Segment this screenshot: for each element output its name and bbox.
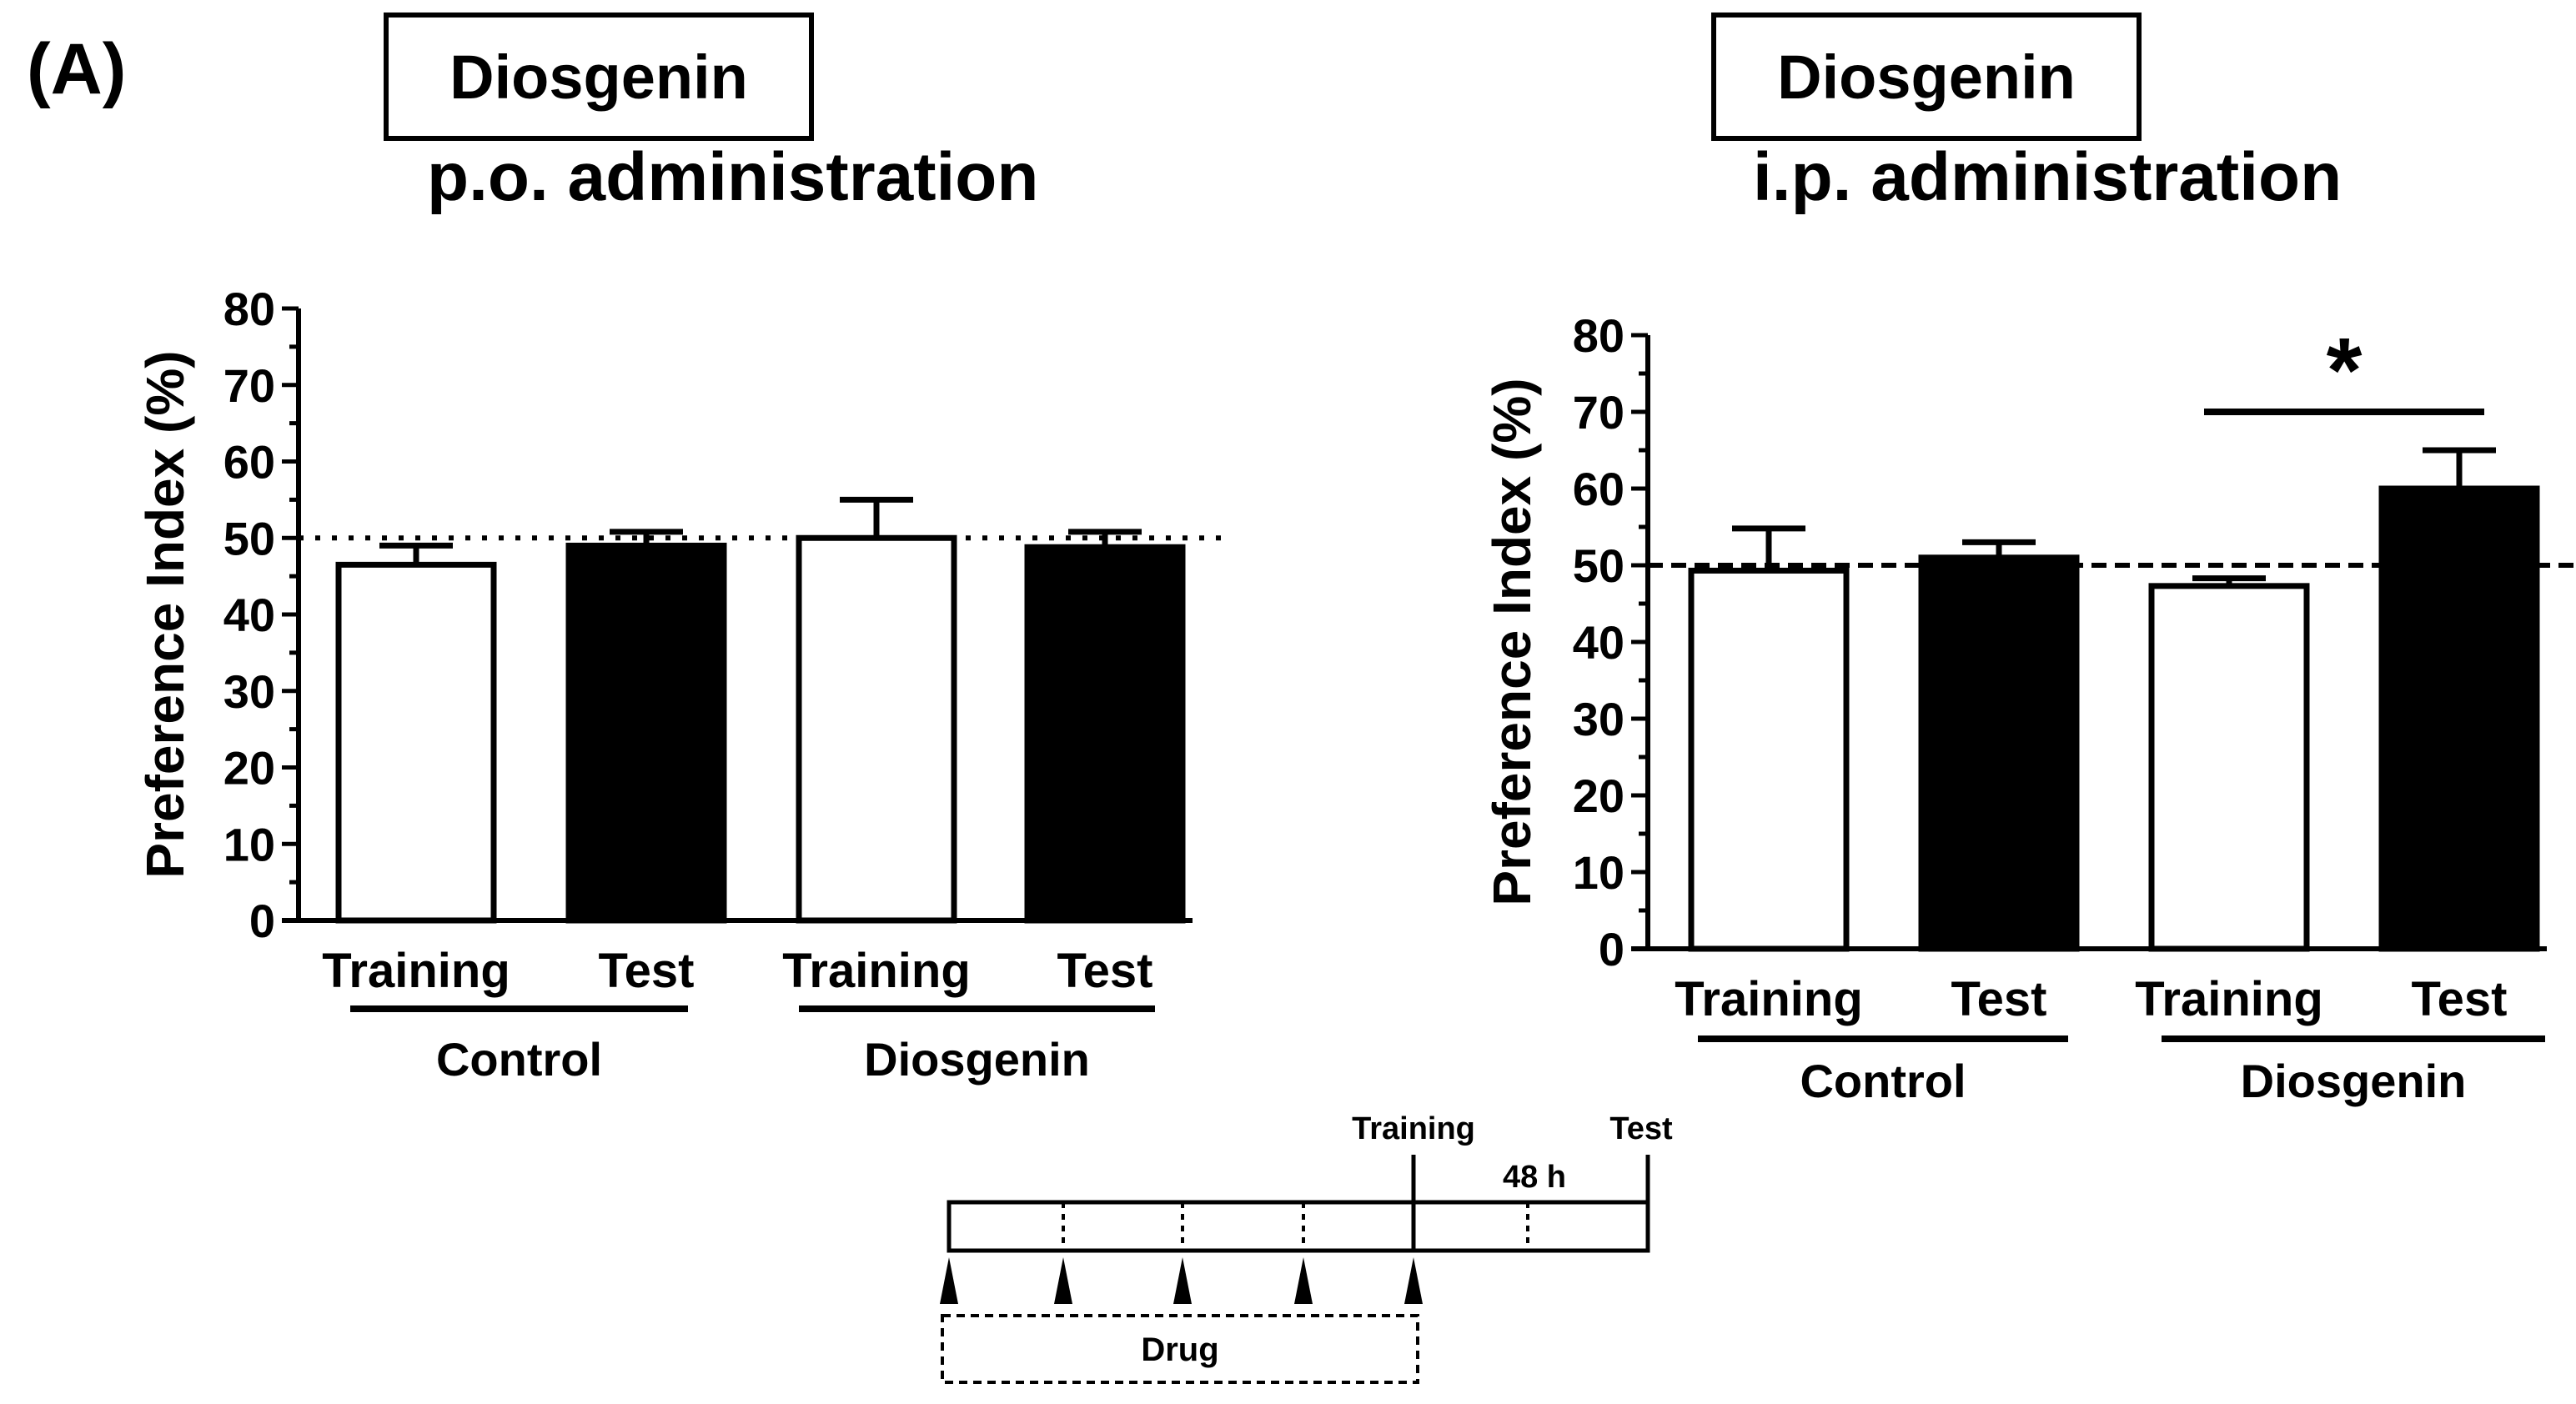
panel-label: (A) (27, 29, 126, 109)
x-tick-label: Test (1951, 972, 2047, 1026)
y-tick-label: 70 (1573, 386, 1624, 439)
bar-3 (796, 534, 957, 924)
drug-box-label: Drug (1141, 1331, 1218, 1368)
bar-2 (1918, 554, 2080, 952)
y-tick-label: 80 (1573, 309, 1624, 362)
drug-arrow-3 (1173, 1257, 1192, 1304)
route-left-label: p.o. administration (427, 139, 1038, 215)
timeline-schematic: Training Test 48 h Drug (940, 1111, 1673, 1384)
y-axis-label-left: Preference Index (%) (135, 350, 195, 878)
drug-arrow-2 (1054, 1257, 1072, 1304)
drug-box-left (384, 13, 814, 141)
drug-box-right (1711, 13, 2142, 141)
y-tick-label: 30 (1573, 693, 1624, 745)
bar-1 (1688, 567, 1850, 952)
y-tick-label: 20 (223, 742, 275, 795)
x-tick-label: Training (1675, 972, 1863, 1026)
x-tick-label: Test (1057, 944, 1153, 998)
y-tick-label: 10 (223, 818, 275, 870)
x-tick-label: Test (2412, 972, 2508, 1026)
y-tick-label: 40 (223, 589, 275, 641)
timeline-test-label: Test (1609, 1111, 1673, 1146)
y-tick-label: 40 (1573, 616, 1624, 669)
y-tick-label: 10 (1573, 846, 1624, 899)
y-tick-label: 0 (249, 895, 275, 947)
group-label-diosgenin-right: Diosgenin (2241, 1055, 2467, 1107)
drug-box-right-label: Diosgenin (1777, 43, 2076, 112)
bar-2 (565, 542, 727, 924)
drug-arrow-5 (1404, 1257, 1423, 1304)
timeline-interval-label: 48 h (1503, 1160, 1566, 1195)
chart-left: Preference Index (%) Training Test Trainin… (135, 283, 1226, 1086)
group-label-control-right: Control (1800, 1055, 1966, 1107)
bar-4 (2378, 485, 2540, 952)
timeline-bar (947, 1200, 1650, 1253)
plot-area-right: Training Test Training Test 0 10 20 30 40 50 60 70 8… (1573, 309, 2576, 1042)
y-tick-label: 20 (1573, 770, 1624, 822)
plot-area-left: Training Test Training Test 0 10 20 30 40 50 60 70 8… (223, 283, 1226, 1012)
bar-1 (335, 561, 497, 924)
bar-4 (1024, 544, 1186, 924)
drug-arrow-4 (1294, 1257, 1313, 1304)
group-label-control-left: Control (436, 1033, 602, 1086)
bar-3 (2148, 583, 2310, 952)
drug-arrow-1 (940, 1257, 958, 1304)
timeline-training-label: Training (1352, 1111, 1475, 1146)
x-tick-label: Training (322, 944, 510, 998)
y-tick-label: 60 (1573, 463, 1624, 515)
drug-box (941, 1314, 1419, 1384)
group-label-diosgenin-left: Diosgenin (864, 1033, 1090, 1086)
y-tick-label: 50 (223, 512, 275, 564)
x-tick-label: Test (599, 944, 695, 998)
y-tick-label: 30 (223, 665, 275, 718)
x-tick-label: Training (782, 944, 971, 998)
route-right-label: i.p. administration (1753, 139, 2342, 215)
y-tick-label: 80 (223, 283, 275, 335)
y-tick-label: 0 (1599, 923, 1624, 975)
y-axis-label-right: Preference Index (%) (1482, 378, 1542, 905)
y-tick-label: 50 (1573, 539, 1624, 592)
y-tick-label: 60 (223, 436, 275, 489)
significance-star: * (2327, 319, 2363, 422)
y-tick-label: 70 (223, 359, 275, 412)
x-tick-label: Training (2135, 972, 2323, 1026)
drug-box-left-label: Diosgenin (449, 43, 748, 112)
chart-right: Preference Index (%) Training Test Trainin… (1482, 309, 2576, 1107)
